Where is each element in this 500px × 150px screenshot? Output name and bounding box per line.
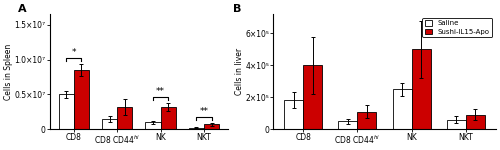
Bar [189,128,204,129]
Legend: Saline, Sushi-IL15-Apo: Saline, Sushi-IL15-Apo [422,18,492,37]
Bar [102,119,117,129]
Bar [146,122,160,129]
Text: **: ** [200,107,208,116]
Bar [447,120,466,129]
Bar [117,107,132,129]
Bar [284,100,303,129]
Bar [392,89,411,129]
Y-axis label: Cells in Spleen: Cells in Spleen [4,44,13,100]
Bar [338,121,357,129]
Bar [74,70,89,129]
Text: B: B [234,4,241,14]
Bar [303,65,322,129]
Text: **: ** [156,87,165,96]
Bar [58,94,74,129]
Bar [358,112,376,129]
Bar [160,107,176,129]
Y-axis label: Cells in liver: Cells in liver [235,48,244,95]
Bar [466,115,485,129]
Bar [412,49,430,129]
Bar [204,124,219,129]
Text: A: A [18,4,26,14]
Text: *: * [72,48,76,57]
